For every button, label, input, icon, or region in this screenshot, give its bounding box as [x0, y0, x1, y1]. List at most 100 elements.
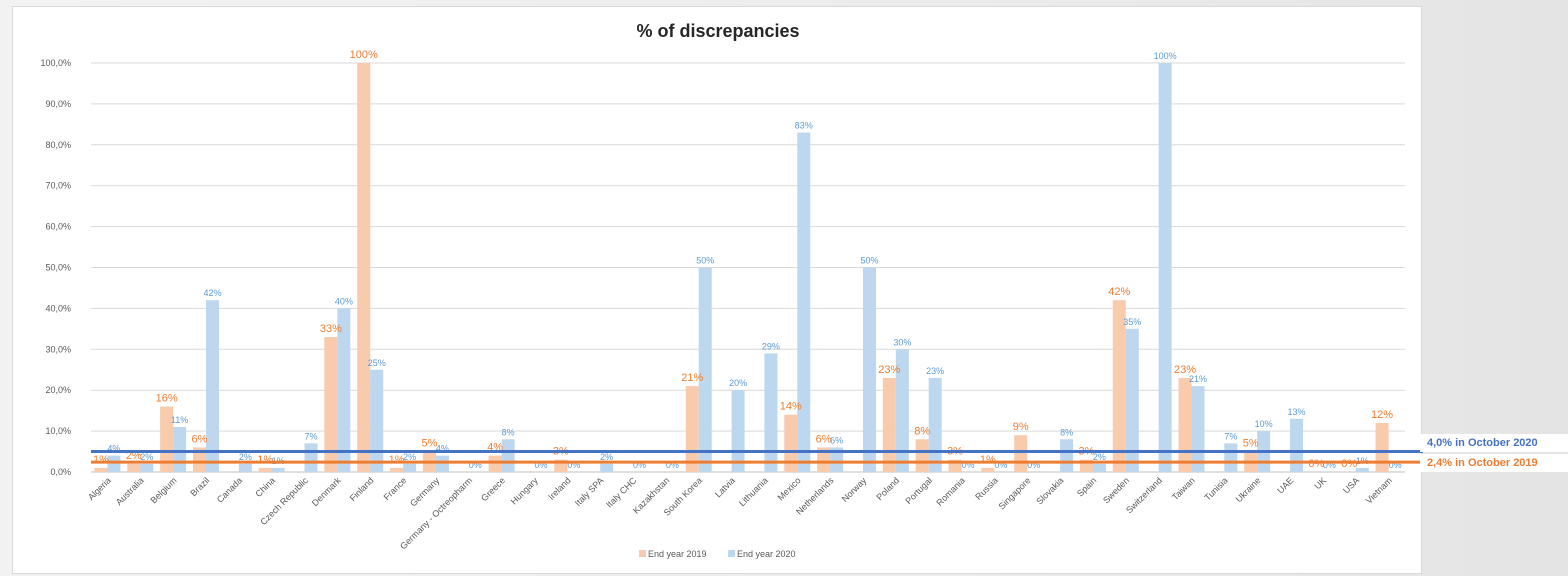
- x-tick-label: Greece: [479, 475, 507, 503]
- data-label-2020-34: 7%: [1224, 431, 1237, 441]
- x-tick-label: Italy CHC: [604, 475, 639, 510]
- bar-2020-32: [1158, 63, 1172, 472]
- x-tick-label: Tunisia: [1202, 475, 1229, 502]
- data-label-2020-25: 23%: [926, 366, 944, 376]
- bar-2020-38: [1355, 467, 1369, 472]
- bar-2020-25: [928, 377, 942, 472]
- y-tick-label: 30,0%: [45, 344, 71, 354]
- data-label-2020-10: 4%: [436, 444, 449, 454]
- legend-label-1: End year 2020: [737, 549, 796, 559]
- bar-2020-24: [895, 349, 909, 472]
- data-label-2020-8: 25%: [368, 358, 386, 368]
- y-tick-label: 0,0%: [50, 467, 71, 477]
- data-label-2019-8: 100%: [350, 49, 378, 61]
- data-label-2019-35: 5%: [1243, 438, 1259, 450]
- bar-2019-39: [1375, 422, 1389, 472]
- data-label-2020-11: 0%: [469, 460, 482, 470]
- data-label-2020-16: 0%: [633, 460, 646, 470]
- data-label-2019-2: 16%: [156, 393, 178, 405]
- data-label-2020-18: 50%: [696, 256, 714, 266]
- bar-2019-21: [784, 414, 798, 472]
- bar-2019-27: [981, 467, 995, 472]
- bar-2019-18: [685, 386, 699, 472]
- bar-2020-29: [1060, 439, 1074, 472]
- bar-2019-31: [1112, 300, 1126, 472]
- bar-2020-9: [403, 463, 417, 472]
- reference-label-2019: 2,4% in October 2019: [1420, 454, 1568, 472]
- x-tick-label: Ukraine: [1234, 475, 1263, 504]
- data-label-2020-4: 2%: [239, 452, 252, 462]
- data-label-2020-31: 35%: [1123, 317, 1141, 327]
- data-label-2020-1: 2%: [140, 452, 153, 462]
- y-tick-label: 90,0%: [45, 99, 71, 109]
- y-axis-ticks: 0,0% 10,0% 20,0% 30,0% 40,0% 50,0% 60,0% 70,0% 8…: [40, 58, 71, 477]
- bar-2019-1: [127, 463, 141, 472]
- x-tick-label: UAE: [1275, 475, 1295, 495]
- x-tick-label: Vietnam: [1364, 475, 1394, 505]
- legend-swatch-0: [639, 550, 646, 557]
- bar-2020-6: [304, 443, 318, 472]
- bar-2020-15: [600, 463, 614, 472]
- x-tick-label: Ireland: [546, 475, 573, 502]
- x-axis-ticks: Algeria Australia Belgium Brazil Canada China…: [86, 475, 1394, 551]
- bar-2020-23: [862, 267, 876, 472]
- data-label-2020-0: 4%: [107, 444, 120, 454]
- data-label-2020-3: 42%: [203, 288, 221, 298]
- data-label-2020-7: 40%: [335, 296, 353, 306]
- bar-2019-33: [1178, 377, 1192, 472]
- x-tick-label: Poland: [874, 475, 901, 502]
- data-label-2020-33: 21%: [1189, 374, 1207, 384]
- x-tick-label: China: [253, 475, 277, 499]
- x-tick-label: USA: [1341, 475, 1361, 495]
- x-tick-label: Italy SPA: [573, 475, 606, 508]
- data-label-2019-7: 33%: [320, 323, 342, 335]
- data-label-2020-23: 50%: [860, 256, 878, 266]
- data-label-2020-26: 0%: [962, 460, 975, 470]
- bar-2020-3: [205, 300, 219, 472]
- bar-2019-28: [1014, 435, 1028, 472]
- data-label-2020-14: 0%: [567, 460, 580, 470]
- data-label-2020-39: 0%: [1389, 460, 1402, 470]
- data-label-2020-24: 30%: [893, 337, 911, 347]
- x-tick-label: Germany: [408, 475, 442, 509]
- y-tick-label: 70,0%: [45, 181, 71, 191]
- data-label-2020-2: 11%: [171, 415, 188, 425]
- x-tick-label: Spain: [1075, 475, 1098, 498]
- data-label-2020-37: 0%: [1323, 460, 1336, 470]
- bar-2019-7: [324, 337, 338, 472]
- bars: [94, 63, 1389, 472]
- bar-2020-7: [337, 308, 351, 472]
- data-label-2019-18: 21%: [681, 372, 703, 384]
- bar-2019-2: [160, 406, 174, 472]
- reference-label-2020: 4,0% in October 2020: [1420, 434, 1568, 452]
- bar-2020-36: [1290, 418, 1304, 472]
- bar-2020-2: [173, 427, 187, 472]
- reference-lines: [91, 450, 1423, 464]
- y-tick-label: 80,0%: [45, 140, 71, 150]
- x-tick-label: Slovakia: [1034, 475, 1065, 506]
- data-label-2019-0: 1%: [93, 454, 109, 466]
- bar-2020-18: [698, 267, 712, 472]
- x-tick-label: Latvia: [713, 475, 737, 499]
- x-tick-label: Denmark: [310, 475, 343, 508]
- data-label-2020-22: 6%: [830, 435, 843, 445]
- x-tick-label: Singapore: [997, 475, 1033, 511]
- data-label-2020-32: 100%: [1154, 51, 1177, 61]
- bar-2019-3: [192, 447, 206, 472]
- bar-2020-30: [1092, 463, 1106, 472]
- x-tick-label: Taiwan: [1170, 475, 1197, 502]
- chart-title: % of discrepancies: [636, 21, 799, 41]
- data-label-2020-15: 2%: [600, 452, 613, 462]
- legend-swatch-1: [728, 550, 735, 557]
- bar-2019-22: [817, 447, 831, 472]
- bar-2019-12: [488, 455, 502, 472]
- data-label-2020-36: 13%: [1288, 407, 1306, 417]
- x-tick-label: Finland: [348, 475, 376, 503]
- x-tick-label: Romania: [934, 475, 967, 508]
- bar-2020-12: [501, 439, 515, 472]
- x-tick-label: Hungary: [509, 475, 540, 506]
- bar-2020-20: [764, 353, 778, 472]
- bar-2020-22: [830, 447, 844, 472]
- data-label-2019-21: 14%: [780, 401, 802, 413]
- data-label-2020-29: 8%: [1060, 427, 1073, 437]
